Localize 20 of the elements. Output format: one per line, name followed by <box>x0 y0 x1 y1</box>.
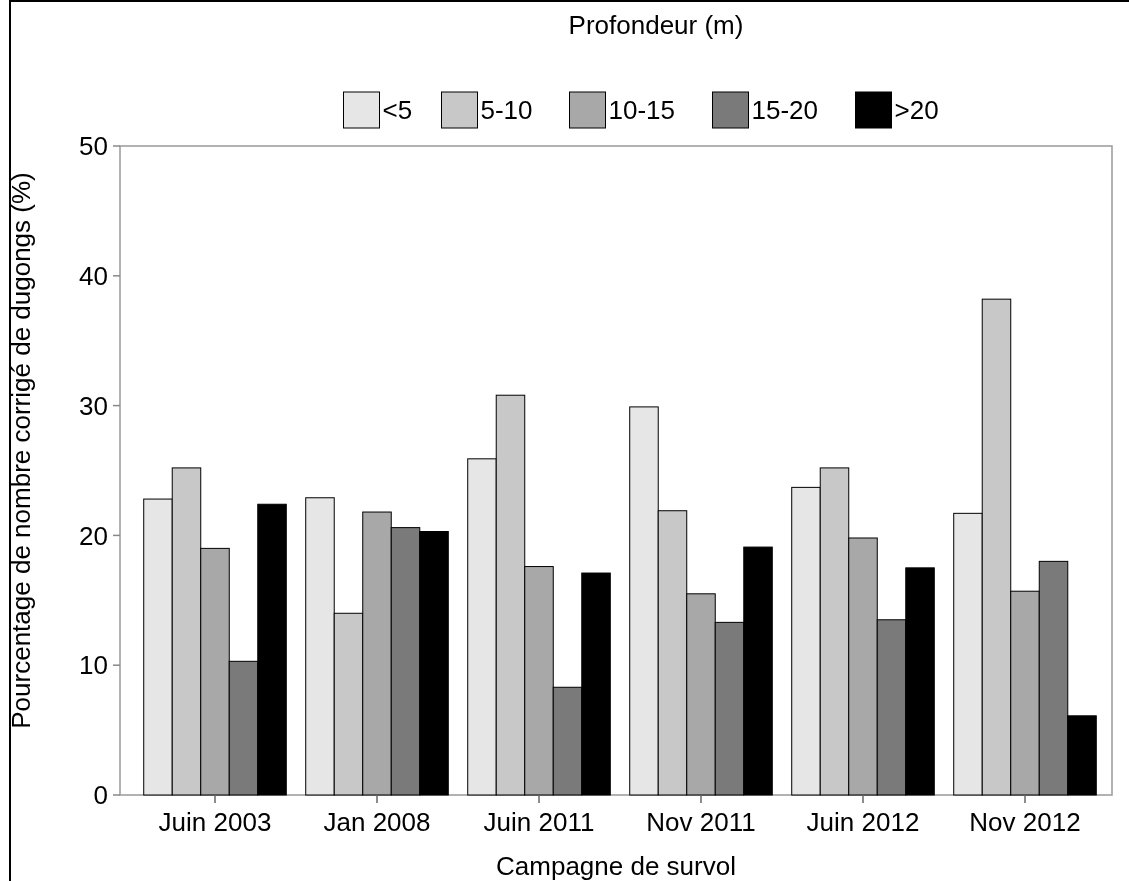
x-tick-label: Juin 2003 <box>158 807 272 837</box>
legend-label: <5 <box>382 95 413 126</box>
x-tick-label: Nov 2012 <box>969 807 1081 837</box>
y-tick-label: 10 <box>79 650 108 681</box>
legend-title: Profondeur (m) <box>568 10 744 40</box>
x-tick-label: Juin 2012 <box>806 807 920 837</box>
y-tick-label: 20 <box>79 520 108 551</box>
legend-label: >20 <box>894 95 939 126</box>
y-tick-label: 30 <box>79 390 108 421</box>
y-tick-label: 0 <box>93 780 108 811</box>
x-tick-label: Nov 2011 <box>646 807 756 837</box>
x-tick-label: Juin 2011 <box>483 807 595 837</box>
y-axis-title: Pourcentage de nombre corrigé de dugongs (%) <box>6 172 36 729</box>
legend-label: 15-20 <box>751 95 818 126</box>
x-tick-label: Jan 2008 <box>323 807 431 837</box>
y-tick-label: 50 <box>79 131 108 162</box>
legend-label: 10-15 <box>608 95 675 126</box>
x-axis-title: Campagne de survol <box>496 851 736 881</box>
y-tick-label: 40 <box>79 260 108 291</box>
legend-label: 5-10 <box>480 95 533 126</box>
